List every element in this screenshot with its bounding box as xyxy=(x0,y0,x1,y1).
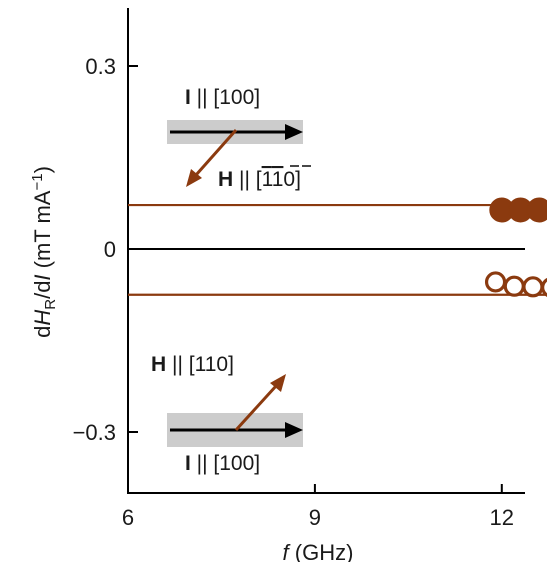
top-current-label: I || [100] xyxy=(185,86,260,109)
xlabel-f: f xyxy=(283,540,292,562)
top-field-text: || [ xyxy=(233,168,262,191)
bottom-field-arrowhead xyxy=(270,374,286,392)
top-field-o2: 1 xyxy=(272,168,284,191)
top-field-arrow xyxy=(194,129,238,176)
bottom-current-arrowhead xyxy=(285,422,303,438)
data-point-open xyxy=(503,275,525,297)
top-field-label: H || [110] xyxy=(218,168,301,191)
y-tick-label: 0 xyxy=(104,237,116,262)
x-axis-label: f (GHz) xyxy=(283,540,354,562)
top-current-bold: I xyxy=(185,86,191,109)
data-point-open xyxy=(522,276,544,298)
ylabel-unit: (mT mA xyxy=(30,190,55,274)
ticks: 69121518−0.300.3 xyxy=(73,54,514,530)
bottom-current-text: || [100] xyxy=(191,452,260,475)
top-field-o1: 1 xyxy=(262,168,273,191)
data-points xyxy=(484,197,547,298)
data-point-open xyxy=(484,271,507,293)
y-tick-label: −0.3 xyxy=(73,420,116,445)
x-tick-label: 9 xyxy=(309,505,321,530)
top-field-arrowhead xyxy=(186,169,202,187)
y-tick-label: 0.3 xyxy=(85,54,116,79)
data-point-open xyxy=(541,277,547,297)
bottom-field-arrow xyxy=(234,384,278,432)
ylabel-slash: /d xyxy=(30,281,55,299)
top-field-bold: H xyxy=(218,168,233,191)
ylabel-d: d xyxy=(30,326,55,338)
top-field-rest: 0] xyxy=(283,168,301,191)
top-current-arrowhead xyxy=(285,124,303,140)
bottom-field-label: H || [110] xyxy=(151,353,234,376)
bottom-current-bold: I xyxy=(185,452,191,475)
bottom-field-text: || [110] xyxy=(166,353,234,376)
ylabel-exp: −1 xyxy=(29,173,46,190)
x-tick-label: 6 xyxy=(122,505,134,530)
bottom-field-bold: H xyxy=(151,353,166,376)
xlabel-unit: (GHz) xyxy=(289,540,354,562)
bottom-current-label: I || [100] xyxy=(185,452,260,475)
data-point-filled xyxy=(526,197,547,223)
ylabel-r: R xyxy=(42,299,59,310)
ylabel-i: I xyxy=(30,274,55,280)
y-axis-label: dHR/dI (mT mA−1) xyxy=(29,166,59,338)
ylabel-h: H xyxy=(30,310,55,326)
ylabel-close: ) xyxy=(30,166,55,173)
top-current-text: || [100] xyxy=(191,86,260,109)
x-tick-label: 12 xyxy=(490,505,514,530)
